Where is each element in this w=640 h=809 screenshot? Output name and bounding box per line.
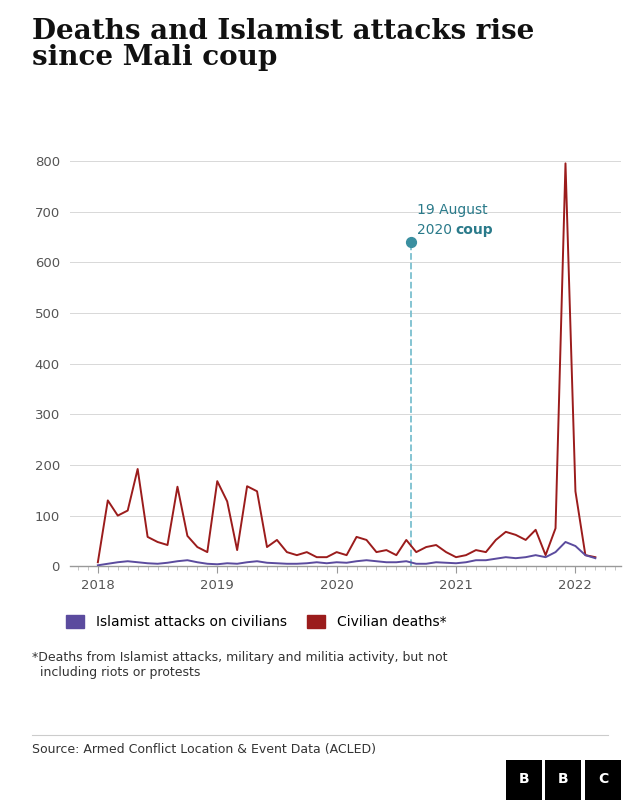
- Text: 2020: 2020: [417, 222, 456, 237]
- Text: B: B: [558, 773, 568, 786]
- Text: *Deaths from Islamist attacks, military and militia activity, but not
  includin: *Deaths from Islamist attacks, military …: [32, 651, 447, 680]
- Bar: [585, 760, 621, 800]
- Point: [406, 235, 417, 248]
- Text: C: C: [598, 773, 608, 786]
- Text: B: B: [518, 773, 529, 786]
- Bar: [545, 760, 581, 800]
- Text: Deaths and Islamist attacks rise: Deaths and Islamist attacks rise: [32, 18, 534, 44]
- Text: since Mali coup: since Mali coup: [32, 44, 277, 71]
- Bar: [506, 760, 541, 800]
- Text: Source: Armed Conflict Location & Event Data (ACLED): Source: Armed Conflict Location & Event …: [32, 743, 376, 756]
- Legend: Islamist attacks on civilians, Civilian deaths*: Islamist attacks on civilians, Civilian …: [67, 616, 446, 629]
- Text: 19 August: 19 August: [417, 202, 488, 217]
- Text: coup: coup: [456, 222, 493, 237]
